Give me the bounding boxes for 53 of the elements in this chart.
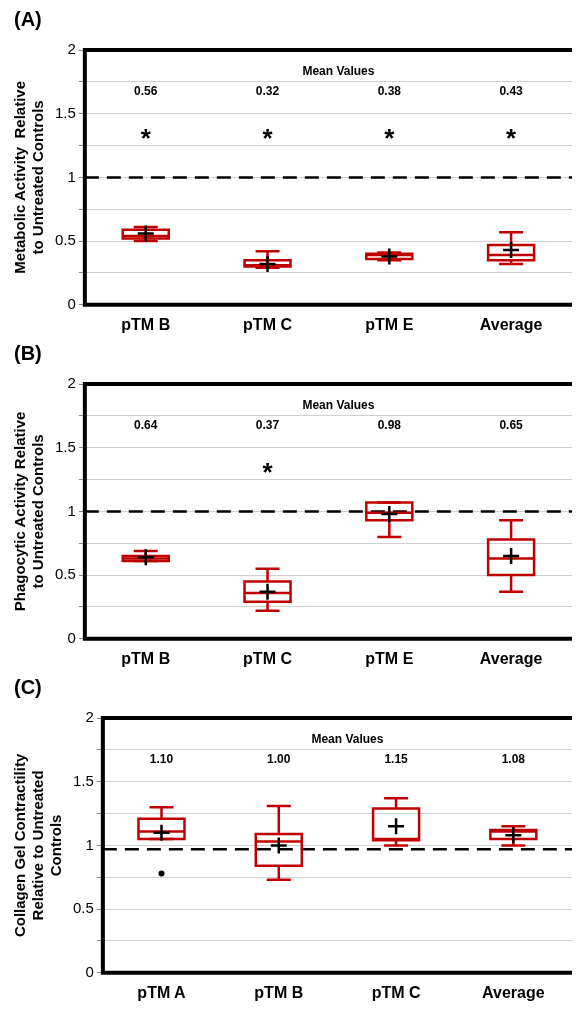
y-tick-label: 1	[85, 835, 94, 853]
x-tick-label: pTM B	[254, 983, 304, 1001]
text: 0.56	[134, 84, 158, 99]
text: 1.10	[149, 752, 174, 767]
annotation: *	[506, 122, 518, 153]
y-axis-title: Phagocytic Activity Relative to Untreated Controls	[11, 411, 47, 612]
annotation: *	[140, 122, 152, 153]
y-axis-title: Metabolic Activity Relative to Untreated Controls	[11, 80, 47, 274]
text: 1.08	[501, 752, 526, 767]
x-tick-label: Average	[482, 983, 545, 1001]
x-tick-label: Average	[479, 315, 543, 333]
annotation: *	[262, 122, 274, 153]
x-tick-label: pTM C	[371, 983, 421, 1001]
y-tick-label: 1	[67, 167, 76, 185]
y-tick-label: 1.5	[54, 103, 76, 121]
y-tick-label: 0.5	[54, 231, 76, 249]
text: 0.64	[134, 418, 158, 433]
text: 0.65	[499, 418, 523, 433]
annotation: *	[262, 456, 274, 487]
text: 0.43	[499, 84, 523, 99]
y-tick-label: 0	[85, 962, 94, 980]
text: 1.00	[267, 752, 291, 767]
y-tick-label: 0.5	[54, 565, 76, 583]
y-axis-title: Collagen Gel Contractility Relative to Untreated Controls	[11, 753, 65, 938]
x-tick-label: pTM E	[365, 649, 414, 667]
x-tick-label: pTM C	[243, 315, 293, 333]
chart-title: (B)	[14, 342, 42, 365]
annotation: *	[384, 122, 396, 153]
y-tick-label: 0.5	[72, 899, 94, 917]
y-tick-label: 0	[67, 628, 76, 646]
annotation: Mean Values	[302, 64, 375, 79]
text: 0.98	[377, 418, 401, 433]
chart-title: (A)	[14, 8, 42, 31]
x-tick-label: Average	[479, 649, 543, 667]
x-tick-label: pTM E	[365, 315, 414, 333]
x-tick-label: pTM B	[121, 649, 171, 667]
annotation: Mean Values	[311, 732, 384, 747]
text: 1.15	[384, 752, 408, 767]
y-tick-label: 2	[67, 40, 76, 58]
chart-title: (C)	[14, 676, 42, 699]
y-tick-label: 1.5	[54, 437, 76, 455]
annotation: Mean Values	[302, 398, 375, 413]
y-tick-label: 1	[67, 501, 76, 519]
x-tick-label: pTM C	[243, 649, 293, 667]
x-tick-label: pTM A	[137, 983, 187, 1001]
text: 0.32	[255, 84, 280, 99]
y-tick-label: 0	[67, 294, 76, 312]
text: 0.37	[255, 418, 280, 433]
x-tick-label: pTM B	[121, 315, 171, 333]
y-tick-label: 2	[85, 708, 94, 726]
y-tick-label: 1.5	[72, 771, 94, 789]
text: 0.38	[377, 84, 401, 99]
y-tick-label: 2	[67, 374, 76, 392]
